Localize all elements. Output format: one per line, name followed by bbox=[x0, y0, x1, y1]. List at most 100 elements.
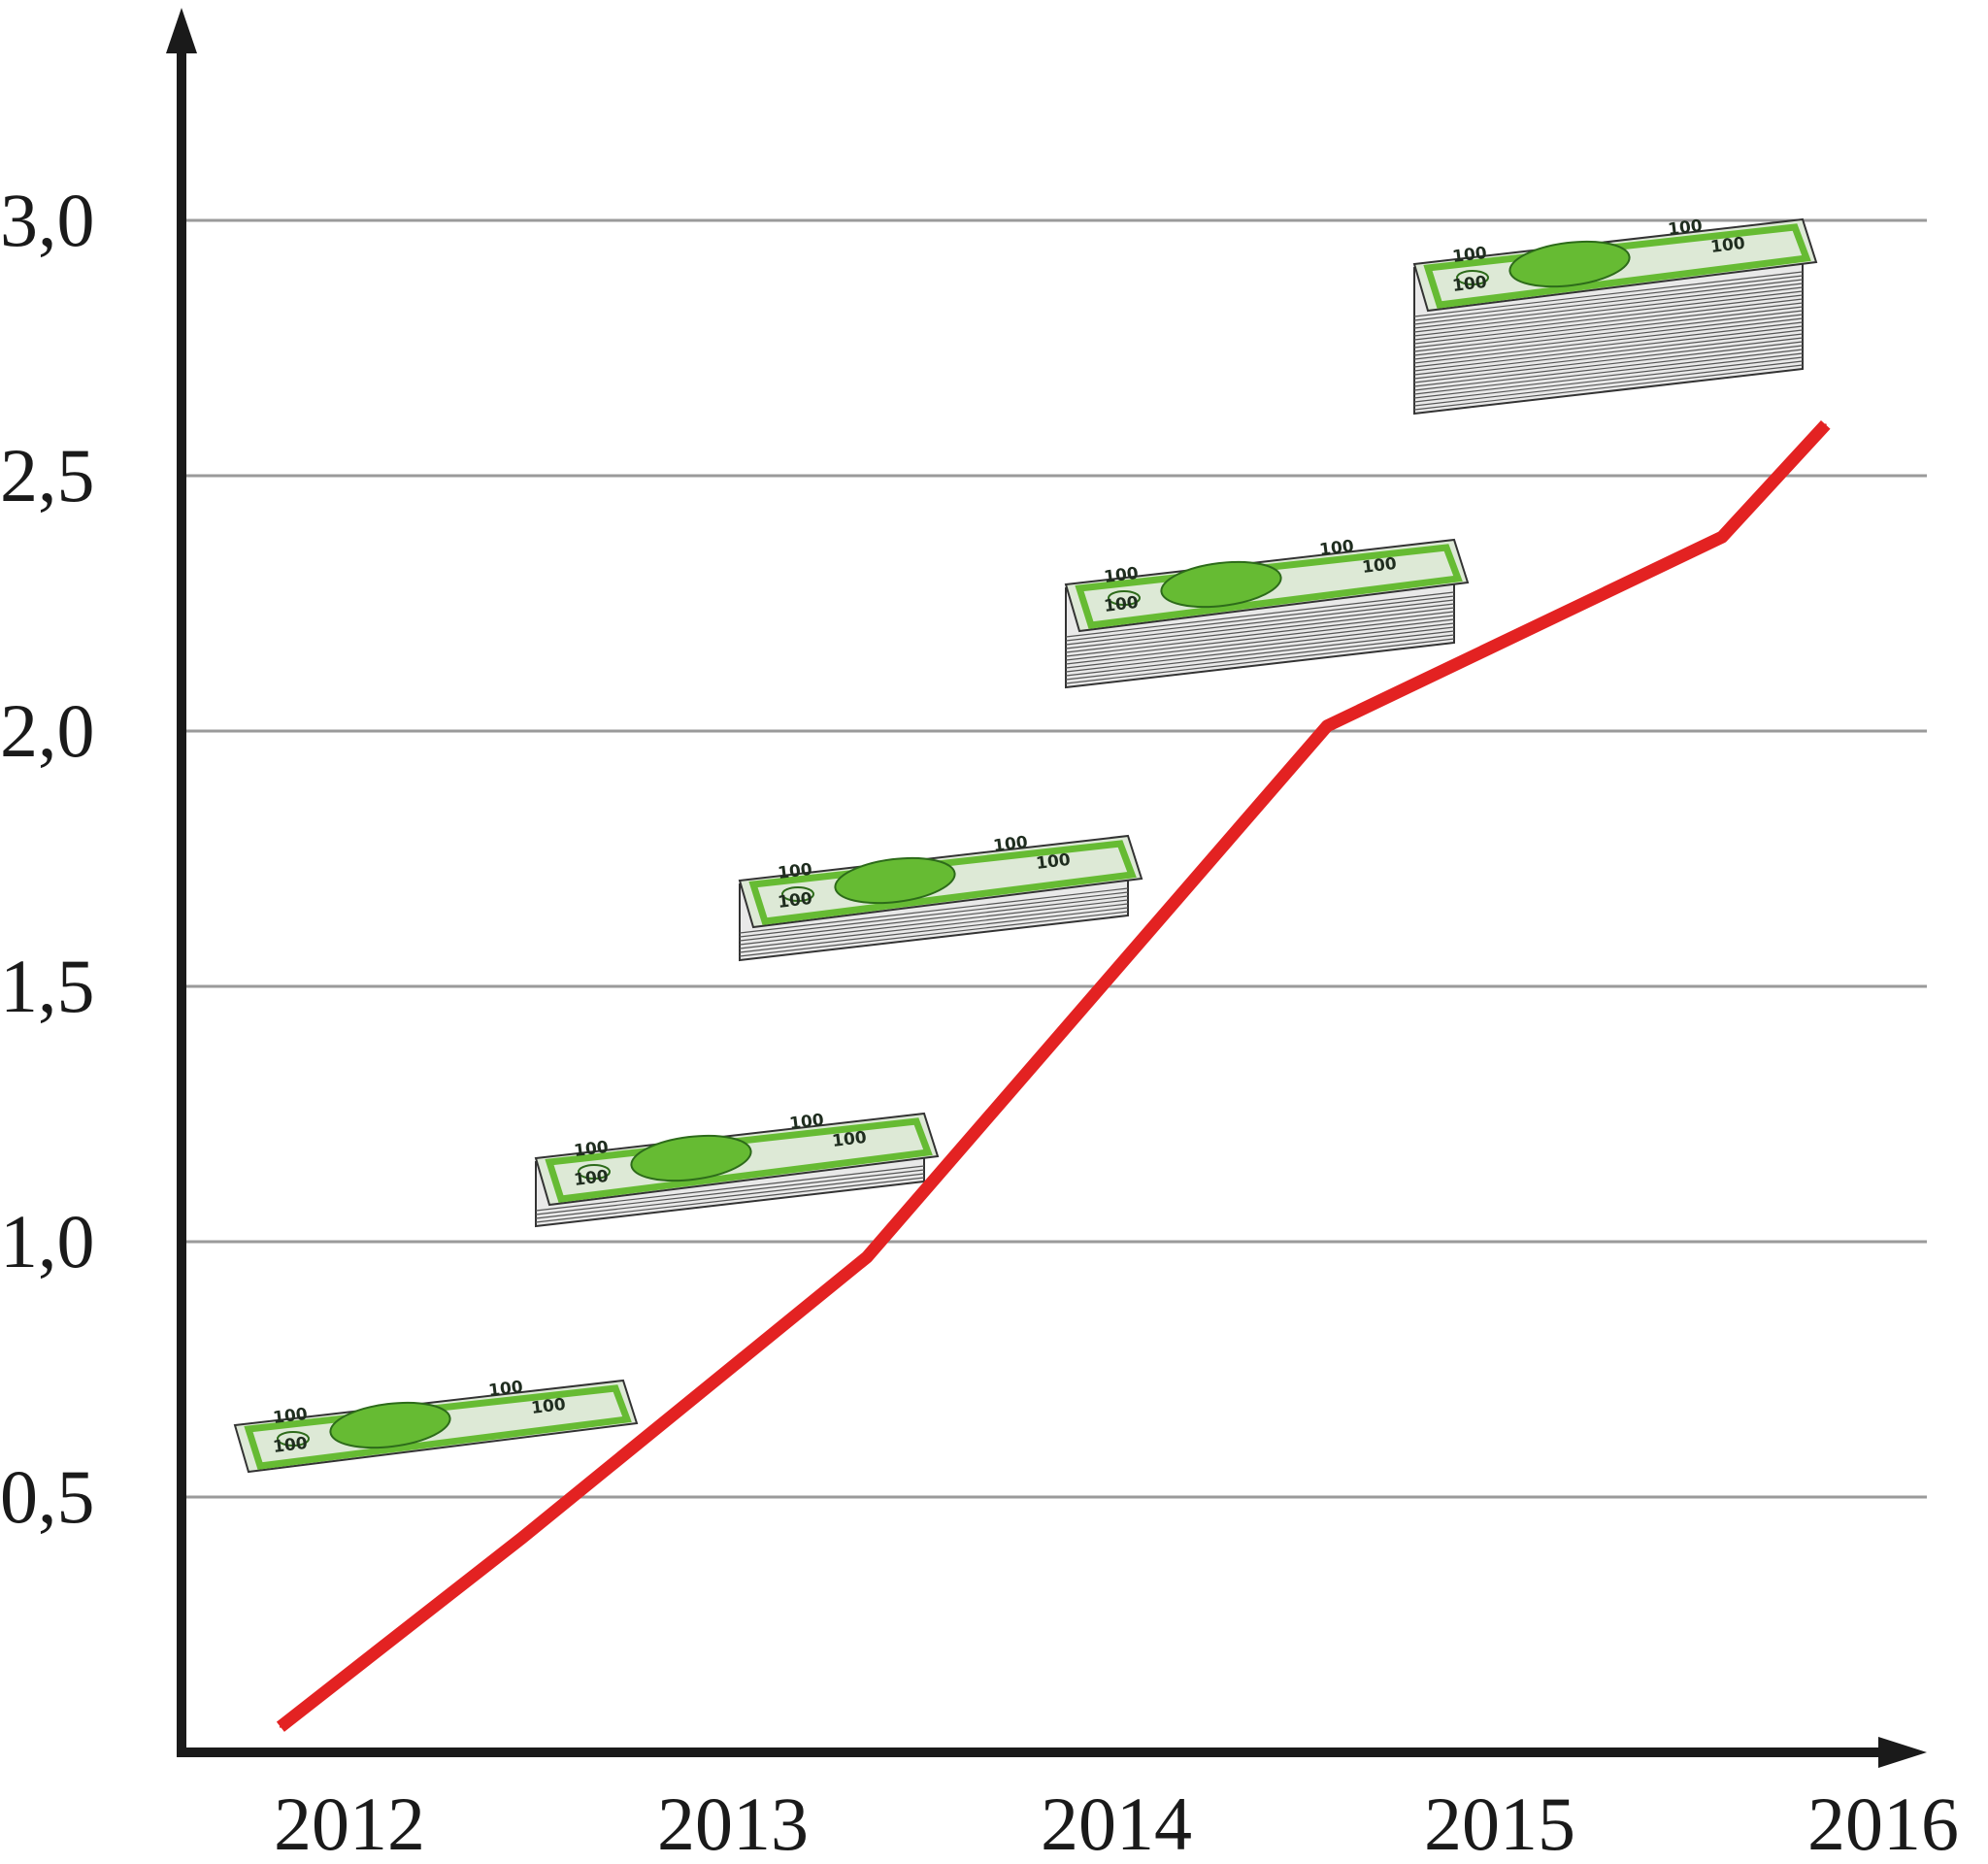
banknote-portrait bbox=[630, 1134, 752, 1182]
note-edge bbox=[1413, 290, 1804, 337]
y-tick-label: 3,0 bbox=[0, 178, 95, 262]
banknote-denomination: 100 bbox=[831, 1128, 868, 1151]
x-tick-label: 2014 bbox=[1041, 1781, 1192, 1859]
banknote-denomination: 100 bbox=[1103, 593, 1140, 616]
banknote-portrait bbox=[1508, 240, 1631, 288]
note-edge bbox=[1413, 341, 1804, 387]
tick-labels: 0,5 1,0 1,5 2,0 2,5 3,0 2012 2013 2014 2015 2016 bbox=[0, 178, 1959, 1864]
note-edge bbox=[1413, 360, 1804, 407]
note-edge bbox=[1413, 314, 1804, 360]
banknote-seal bbox=[781, 886, 814, 902]
banknote-stack: 100 100 100 100 bbox=[534, 1111, 940, 1228]
note-edge bbox=[1413, 302, 1804, 349]
banknote-seal bbox=[277, 1431, 310, 1447]
note-edge bbox=[1065, 615, 1455, 661]
series-point bbox=[1721, 536, 1724, 539]
note-edge bbox=[1413, 325, 1804, 372]
note-edge bbox=[1413, 279, 1804, 325]
series-point bbox=[1326, 724, 1329, 727]
banknote-denomination: 100 bbox=[530, 1395, 567, 1418]
note-edge bbox=[1413, 317, 1804, 364]
note-edge bbox=[1413, 271, 1804, 317]
note-edge bbox=[1413, 333, 1804, 380]
x-tick-label: 2012 bbox=[274, 1781, 425, 1859]
note-edge bbox=[1065, 630, 1455, 677]
banknote-portrait bbox=[834, 856, 956, 905]
banknote-denomination: 100 bbox=[777, 860, 813, 883]
note-edge bbox=[739, 899, 1129, 946]
y-tick-label: 1,0 bbox=[0, 1199, 95, 1283]
banknote-denomination: 100 bbox=[1103, 564, 1140, 587]
banknote-denomination: 100 bbox=[1361, 554, 1398, 578]
note-edge bbox=[1065, 626, 1455, 673]
banknote-denomination: 100 bbox=[272, 1434, 309, 1457]
note-edge bbox=[535, 1177, 925, 1223]
note-edge bbox=[1413, 286, 1804, 333]
note-edge bbox=[1065, 603, 1455, 649]
banknote-seal bbox=[578, 1164, 611, 1180]
note-edge bbox=[1065, 591, 1455, 638]
x-tick-label: 2013 bbox=[657, 1781, 809, 1859]
banknote-denomination: 100 bbox=[1709, 234, 1746, 257]
note-edge bbox=[739, 895, 1129, 942]
series-point bbox=[279, 1725, 282, 1728]
note-edge bbox=[1413, 310, 1804, 356]
series-point bbox=[866, 1255, 869, 1258]
series-point bbox=[1824, 423, 1827, 426]
banknote-stack: 100 100 100 100 bbox=[233, 1378, 639, 1474]
note-edge bbox=[1413, 321, 1804, 368]
note-edge bbox=[1065, 622, 1455, 669]
y-tick-label: 0,5 bbox=[0, 1454, 95, 1539]
banknote-portrait bbox=[1160, 560, 1282, 609]
banknote-denomination: 100 bbox=[573, 1167, 610, 1190]
note-edge bbox=[1065, 634, 1455, 681]
note-edge bbox=[739, 903, 1129, 949]
note-edge bbox=[1413, 345, 1804, 391]
banknote-seal bbox=[1108, 590, 1141, 606]
y-tick-label: 1,5 bbox=[0, 944, 95, 1028]
note-edge bbox=[1065, 599, 1455, 646]
series-point bbox=[520, 1537, 523, 1540]
note-edge bbox=[739, 887, 1129, 934]
banknote-denomination: 100 bbox=[992, 833, 1029, 856]
note-edge bbox=[739, 907, 1129, 953]
banknote-denomination: 100 bbox=[487, 1378, 524, 1401]
note-edge bbox=[1413, 306, 1804, 352]
y-tick-label: 2,0 bbox=[0, 688, 95, 773]
note-edge bbox=[1065, 611, 1455, 657]
y-axis-arrow bbox=[166, 8, 197, 53]
banknote-denomination: 100 bbox=[788, 1111, 825, 1134]
note-edge bbox=[1413, 294, 1804, 341]
note-edge bbox=[1065, 607, 1455, 653]
banknote-border bbox=[1075, 544, 1463, 629]
note-edge bbox=[1065, 595, 1455, 642]
banknote-denomination: 100 bbox=[777, 889, 813, 913]
banknote-denomination: 100 bbox=[272, 1405, 309, 1428]
note-edge bbox=[535, 1173, 925, 1219]
y-tick-label: 2,5 bbox=[0, 433, 95, 517]
note-edge bbox=[1065, 618, 1455, 665]
note-edge bbox=[1413, 349, 1804, 395]
note-edge bbox=[1413, 275, 1804, 321]
note-edge bbox=[1065, 638, 1455, 684]
banknote-portrait bbox=[329, 1401, 451, 1449]
banknote-border bbox=[545, 1117, 933, 1203]
note-edge bbox=[1413, 356, 1804, 403]
banknote-border bbox=[748, 840, 1137, 925]
note-edge bbox=[1413, 329, 1804, 376]
note-edge bbox=[535, 1169, 925, 1215]
x-tick-label: 2015 bbox=[1424, 1781, 1575, 1859]
banknote-stack: 100 100 100 100 bbox=[738, 833, 1143, 962]
note-edge bbox=[1413, 298, 1804, 345]
banknote-denomination: 100 bbox=[1667, 216, 1704, 240]
note-edge bbox=[1413, 337, 1804, 383]
banknote-border bbox=[244, 1384, 632, 1470]
x-axis-arrow bbox=[1878, 1737, 1927, 1768]
axes bbox=[166, 8, 1927, 1768]
note-edge bbox=[1413, 364, 1804, 411]
banknote-denomination: 100 bbox=[573, 1138, 610, 1161]
series-line bbox=[276, 419, 1831, 1732]
banknote-stack: 100 100 100 100 bbox=[1064, 537, 1470, 689]
